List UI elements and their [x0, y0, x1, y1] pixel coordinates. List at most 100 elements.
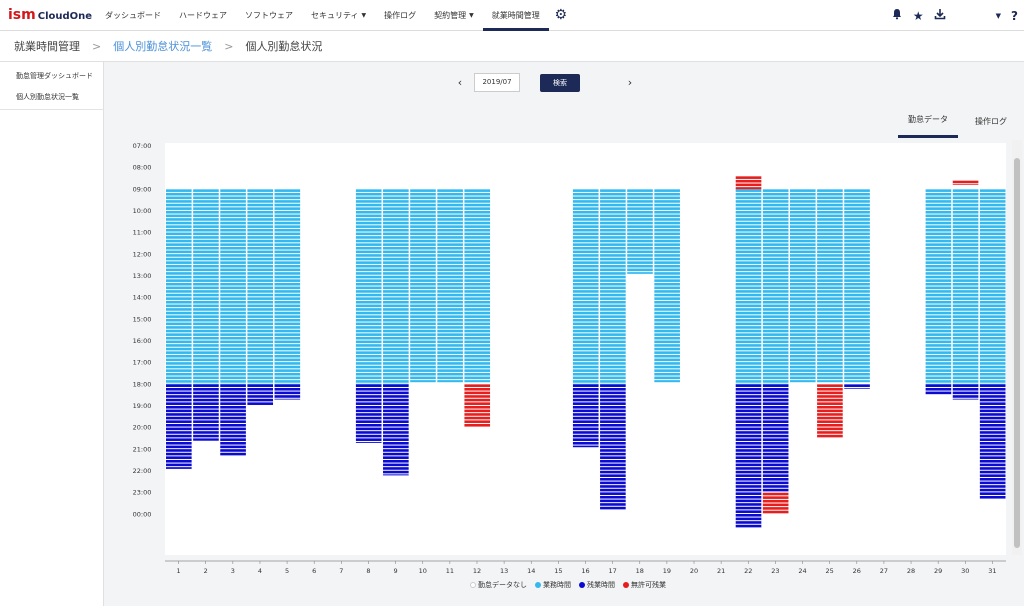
bar-segment-day-22-unauth[interactable]	[735, 176, 762, 190]
bar-stripe	[979, 420, 1006, 423]
bar-segment-day-17-work[interactable]	[600, 189, 626, 385]
bar-segment-day-29-overtime[interactable]	[925, 384, 952, 395]
bar-segment-day-2-overtime[interactable]	[193, 384, 219, 441]
nav-item-4[interactable]: 操作ログ	[375, 0, 425, 31]
bar-segment-day-8-work[interactable]	[355, 189, 382, 385]
bar-segment-day-4-work[interactable]	[247, 189, 274, 385]
bar-segment-day-9-work[interactable]	[383, 189, 409, 385]
bar-segment-day-10-work[interactable]	[410, 189, 436, 383]
bar-stripe	[654, 372, 680, 376]
sidebar-item-list[interactable]: 個人別勤怠状況一覧	[16, 92, 79, 101]
bar-segment-day-3-overtime[interactable]	[220, 384, 246, 456]
bar-stripe	[789, 347, 816, 351]
bar-segment-day-30-overtime[interactable]	[952, 384, 979, 400]
bar-segment-day-18-work[interactable]	[627, 189, 653, 274]
bar-segment-day-11-work[interactable]	[437, 189, 463, 383]
bar-stripe	[383, 441, 409, 445]
download-icon[interactable]	[934, 8, 946, 23]
bar-segment-day-16-overtime[interactable]	[572, 384, 599, 448]
bar-stripe	[735, 246, 762, 250]
bar-segment-day-8-overtime[interactable]	[355, 384, 382, 443]
star-icon[interactable]: ★	[912, 8, 924, 23]
bar-stripe	[762, 336, 789, 340]
bar-segment-day-9-overtime[interactable]	[383, 384, 409, 476]
bar-stripe	[220, 326, 246, 329]
nav-item-6[interactable]: 就業時間管理	[482, 0, 549, 31]
nav-item-3[interactable]: セキュリティ ▼	[302, 0, 375, 31]
bar-segment-day-3-work[interactable]	[220, 189, 246, 385]
bar-segment-day-5-overtime[interactable]	[274, 384, 301, 400]
help-icon[interactable]: ?	[1011, 8, 1018, 23]
bar-segment-day-16-work[interactable]	[572, 189, 599, 385]
bar-stripe	[166, 333, 192, 336]
bar-stripe	[925, 322, 952, 326]
bar-stripe	[600, 369, 626, 372]
bar-segment-day-23-work[interactable]	[762, 189, 789, 385]
bar-stripe	[220, 264, 246, 268]
tab-oplog[interactable]: 操作ログ	[975, 116, 1007, 126]
nav-item-0[interactable]: ダッシュボード	[96, 0, 170, 31]
breadcrumb-list-link[interactable]: 個人別勤怠状況一覧	[113, 40, 213, 53]
sidebar-item-dashboard[interactable]: 勤怠管理ダッシュボード	[16, 71, 93, 80]
bar-stripe	[600, 218, 626, 221]
bar-segment-day-22-work[interactable]	[735, 189, 762, 385]
bar-segment-day-26-overtime[interactable]	[844, 384, 870, 389]
bar-stripe	[654, 232, 680, 236]
month-input[interactable]: 2019/07	[474, 73, 520, 92]
bar-segment-day-23-unauth[interactable]	[762, 492, 789, 514]
bar-stripe	[762, 228, 789, 232]
nav-item-5[interactable]: 契約管理 ▼	[425, 0, 483, 31]
app-logo[interactable]: ism CloudOne	[0, 7, 96, 23]
prev-month-button[interactable]: ‹	[457, 76, 463, 89]
breadcrumb-root[interactable]: 就業時間管理	[14, 40, 80, 53]
scrollbar-thumb[interactable]	[1014, 158, 1020, 548]
bar-stripe	[925, 189, 952, 192]
bar-stripe	[193, 311, 219, 315]
gear-icon[interactable]: ⚙	[554, 7, 568, 23]
bar-segment-day-29-work[interactable]	[925, 189, 952, 385]
bar-segment-day-30-unauth[interactable]	[952, 180, 979, 186]
bar-stripe	[979, 308, 1006, 311]
bar-segment-day-12-unauth[interactable]	[464, 384, 491, 427]
bar-stripe	[600, 282, 626, 286]
bar-segment-day-1-work[interactable]	[166, 189, 192, 385]
bar-stripe	[383, 282, 409, 286]
x-tick-label: 3	[231, 567, 235, 575]
bar-stripe	[572, 431, 599, 434]
bar-stripe	[247, 340, 274, 344]
bar-segment-day-25-unauth[interactable]	[817, 384, 843, 438]
bar-stripe	[654, 293, 680, 297]
bar-segment-day-19-work[interactable]	[654, 189, 680, 383]
search-button[interactable]: 検索	[540, 73, 580, 92]
bar-segment-day-31-overtime[interactable]	[979, 384, 1006, 499]
bar-segment-day-31-work[interactable]	[979, 189, 1006, 385]
bar-segment-day-4-overtime[interactable]	[247, 384, 274, 405]
bell-icon[interactable]	[891, 8, 903, 23]
bar-stripe	[762, 452, 789, 456]
bar-stripe	[166, 210, 192, 214]
bar-stripe	[410, 372, 436, 376]
bar-segment-day-24-work[interactable]	[789, 189, 816, 383]
bar-segment-day-2-work[interactable]	[193, 189, 219, 385]
bar-segment-day-30-work[interactable]	[952, 189, 979, 385]
bar-stripe	[464, 354, 491, 358]
bar-segment-day-5-work[interactable]	[274, 189, 301, 385]
bar-stripe	[383, 372, 409, 376]
bar-stripe	[274, 372, 301, 376]
bar-segment-day-25-work[interactable]	[817, 189, 843, 383]
bar-segment-day-26-work[interactable]	[844, 189, 870, 383]
user-caret-icon[interactable]: ▼	[995, 11, 1002, 20]
bar-segment-day-17-overtime[interactable]	[600, 384, 626, 510]
tab-attendance[interactable]: 勤怠データ	[898, 104, 958, 138]
bar-segment-day-23-overtime[interactable]	[762, 384, 789, 492]
bar-segment-day-12-work[interactable]	[464, 189, 491, 383]
bar-segment-day-1-overtime[interactable]	[166, 384, 192, 469]
bar-segment-day-22-overtime[interactable]	[735, 384, 762, 528]
bar-stripe	[193, 340, 219, 344]
nav-item-1[interactable]: ハードウェア	[170, 0, 236, 31]
nav-item-2[interactable]: ソフトウェア	[236, 0, 302, 31]
next-month-button[interactable]: ›	[627, 76, 633, 89]
bar-stripe	[762, 333, 789, 336]
bar-stripe	[572, 308, 599, 311]
bar-stripe	[844, 311, 870, 315]
